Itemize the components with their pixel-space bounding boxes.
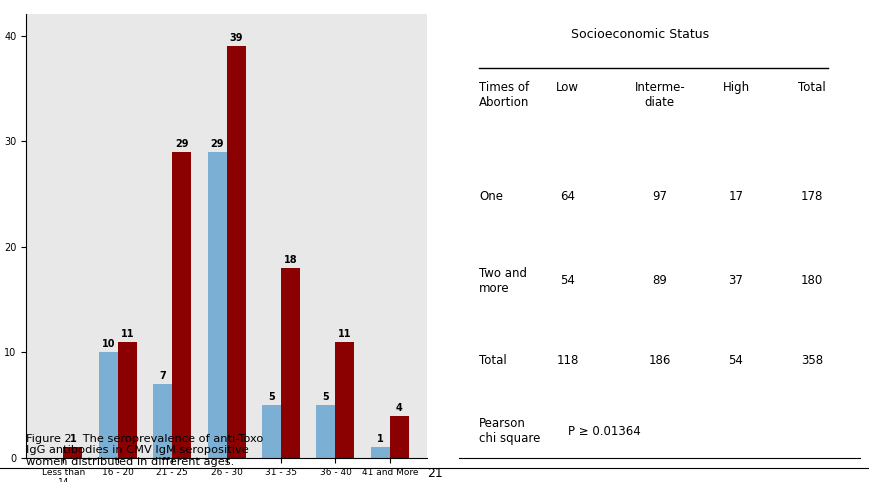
- Text: High: High: [722, 81, 750, 94]
- Text: 54: 54: [561, 274, 575, 287]
- Text: 5: 5: [322, 392, 329, 402]
- Bar: [208, 152, 227, 458]
- Text: Total: Total: [799, 81, 826, 94]
- Text: 21: 21: [427, 467, 442, 480]
- Text: Total: Total: [480, 354, 507, 367]
- Bar: [63, 447, 83, 458]
- Text: 1: 1: [377, 434, 384, 444]
- Text: 37: 37: [728, 274, 743, 287]
- Bar: [227, 46, 246, 458]
- Bar: [262, 405, 281, 458]
- Text: 118: 118: [556, 354, 579, 367]
- Bar: [371, 447, 390, 458]
- Bar: [316, 405, 335, 458]
- Text: 54: 54: [728, 354, 743, 367]
- Text: 180: 180: [801, 274, 823, 287]
- Text: Figure 2:  The seroprevalence of anti-Toxo
IgG antibodies in CMV IgM seropositiv: Figure 2: The seroprevalence of anti-Tox…: [26, 434, 263, 467]
- Text: Low: Low: [556, 81, 579, 94]
- Text: 97: 97: [653, 190, 667, 203]
- Text: Times of
Abortion: Times of Abortion: [480, 81, 530, 109]
- Text: 18: 18: [284, 254, 297, 265]
- Text: Interme-
diate: Interme- diate: [634, 81, 685, 109]
- Text: P ≥ 0.01364: P ≥ 0.01364: [567, 425, 640, 438]
- Text: 1: 1: [70, 434, 76, 444]
- Text: 186: 186: [648, 354, 671, 367]
- Text: 64: 64: [560, 190, 575, 203]
- Bar: [153, 384, 172, 458]
- Text: 5: 5: [269, 392, 275, 402]
- Bar: [281, 268, 300, 458]
- Text: Socioeconomic Status: Socioeconomic Status: [571, 28, 709, 41]
- Bar: [118, 342, 136, 458]
- Text: 29: 29: [175, 138, 189, 148]
- Bar: [172, 152, 191, 458]
- Text: Two and
more: Two and more: [480, 267, 527, 295]
- Text: 11: 11: [338, 329, 352, 338]
- Text: 17: 17: [728, 190, 744, 203]
- Text: 11: 11: [121, 329, 134, 338]
- Text: 39: 39: [229, 33, 242, 43]
- Bar: [390, 415, 409, 458]
- Text: 29: 29: [210, 138, 224, 148]
- Text: 89: 89: [653, 274, 667, 287]
- Text: 10: 10: [102, 339, 115, 349]
- Bar: [99, 352, 118, 458]
- Text: 358: 358: [801, 354, 823, 367]
- Text: 7: 7: [159, 371, 166, 381]
- Bar: [335, 342, 355, 458]
- Text: One: One: [480, 190, 503, 203]
- Text: 178: 178: [801, 190, 823, 203]
- Text: Pearson
chi square: Pearson chi square: [480, 417, 541, 445]
- Text: 4: 4: [396, 402, 402, 413]
